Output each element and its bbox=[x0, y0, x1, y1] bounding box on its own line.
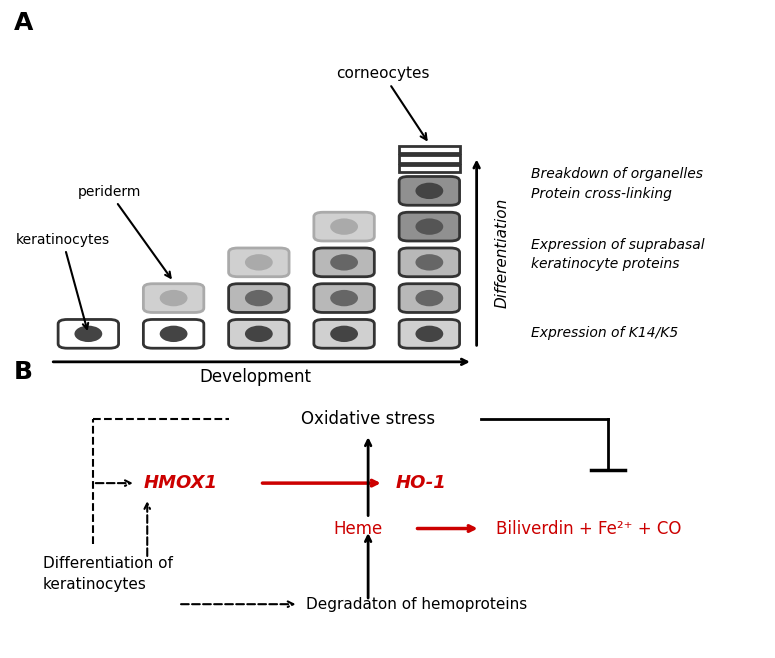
Text: Development: Development bbox=[200, 368, 312, 386]
Text: Heme: Heme bbox=[333, 520, 383, 538]
Text: B: B bbox=[14, 361, 33, 384]
FancyBboxPatch shape bbox=[399, 320, 460, 348]
Ellipse shape bbox=[330, 254, 358, 270]
Ellipse shape bbox=[415, 218, 443, 235]
FancyBboxPatch shape bbox=[314, 320, 374, 348]
Ellipse shape bbox=[415, 183, 443, 199]
FancyBboxPatch shape bbox=[143, 284, 204, 313]
Ellipse shape bbox=[330, 218, 358, 235]
Text: keratinocytes: keratinocytes bbox=[16, 232, 109, 329]
Bar bbox=[399, 155, 460, 163]
Ellipse shape bbox=[415, 254, 443, 270]
Text: corneocytes: corneocytes bbox=[336, 66, 429, 139]
Text: Breakdown of organelles
Protein cross-linking: Breakdown of organelles Protein cross-li… bbox=[531, 168, 703, 201]
Ellipse shape bbox=[160, 326, 188, 342]
FancyBboxPatch shape bbox=[314, 213, 374, 241]
Text: Degradaton of hemoproteins: Degradaton of hemoproteins bbox=[306, 597, 527, 612]
Text: Expression of suprabasal
keratinocyte proteins: Expression of suprabasal keratinocyte pr… bbox=[531, 238, 704, 271]
FancyBboxPatch shape bbox=[229, 284, 289, 313]
FancyBboxPatch shape bbox=[314, 248, 374, 277]
Ellipse shape bbox=[415, 290, 443, 306]
Text: Oxidative stress: Oxidative stress bbox=[301, 410, 436, 428]
Text: Differentiation of
keratinocytes: Differentiation of keratinocytes bbox=[43, 556, 173, 592]
FancyBboxPatch shape bbox=[399, 176, 460, 205]
Text: Biliverdin + Fe²⁺ + CO: Biliverdin + Fe²⁺ + CO bbox=[496, 520, 681, 538]
Text: HMOX1: HMOX1 bbox=[143, 474, 217, 492]
Ellipse shape bbox=[415, 326, 443, 342]
FancyBboxPatch shape bbox=[399, 248, 460, 277]
Bar bbox=[399, 165, 460, 172]
Ellipse shape bbox=[330, 290, 358, 306]
Ellipse shape bbox=[160, 290, 188, 306]
FancyBboxPatch shape bbox=[399, 213, 460, 241]
Text: HO-1: HO-1 bbox=[395, 474, 446, 492]
Ellipse shape bbox=[245, 326, 273, 342]
Bar bbox=[399, 146, 460, 153]
Text: periderm: periderm bbox=[78, 185, 170, 278]
FancyBboxPatch shape bbox=[314, 284, 374, 313]
Text: Expression of K14/K5: Expression of K14/K5 bbox=[531, 326, 678, 340]
FancyBboxPatch shape bbox=[229, 320, 289, 348]
FancyBboxPatch shape bbox=[58, 320, 119, 348]
Ellipse shape bbox=[74, 326, 102, 342]
Ellipse shape bbox=[245, 254, 273, 270]
FancyBboxPatch shape bbox=[399, 284, 460, 313]
Ellipse shape bbox=[330, 326, 358, 342]
Text: Differentiation: Differentiation bbox=[494, 197, 509, 307]
FancyBboxPatch shape bbox=[229, 248, 289, 277]
Ellipse shape bbox=[245, 290, 273, 306]
Text: A: A bbox=[14, 11, 33, 35]
FancyBboxPatch shape bbox=[143, 320, 204, 348]
